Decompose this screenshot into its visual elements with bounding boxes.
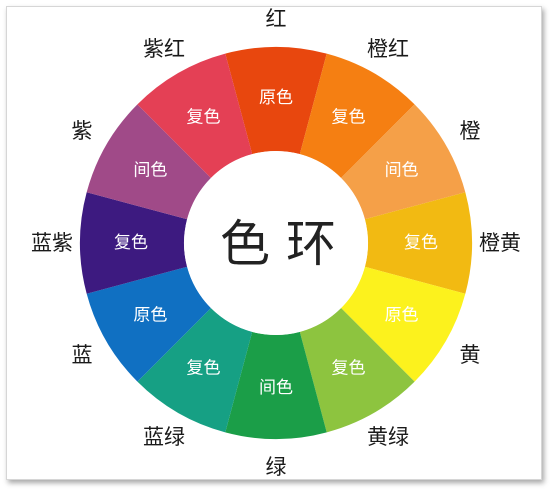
segment-color-name: 黄绿 [367, 425, 409, 449]
segment-color-name: 蓝绿 [143, 425, 185, 449]
wheel-segment [137, 53, 253, 178]
segment-color-name: 橙 [459, 119, 480, 143]
wheel-segment [225, 331, 327, 439]
wheel-segment [299, 53, 415, 178]
segment-type-label: 复色 [114, 233, 148, 253]
wheel-segment [299, 308, 415, 433]
segment-type-label: 间色 [133, 161, 167, 181]
wheel-segment [364, 192, 472, 294]
wheel-title: 色 环 [220, 215, 336, 273]
segment-type-label: 复色 [332, 359, 366, 379]
segment-type-label: 原色 [259, 88, 293, 108]
wheel-center [184, 151, 368, 335]
wheel-segment [341, 266, 466, 382]
segment-type-label: 复色 [404, 233, 438, 253]
segment-color-name: 黄 [459, 343, 480, 367]
segment-color-name: 蓝紫 [31, 231, 73, 255]
segment-type-label: 间色 [385, 161, 419, 181]
segment-type-label: 原色 [133, 306, 167, 326]
segment-color-name: 蓝 [72, 343, 93, 367]
wheel-segment [225, 47, 327, 155]
segment-color-name: 橙黄 [479, 231, 521, 255]
wheel-segment [86, 104, 211, 220]
segment-type-label: 复色 [332, 107, 366, 127]
segment-type-label: 原色 [385, 306, 419, 326]
segment-color-name: 橙红 [367, 37, 409, 61]
segment-type-label: 间色 [259, 378, 293, 398]
wheel-segment [86, 266, 211, 382]
segment-color-name: 紫 [72, 119, 93, 143]
segment-type-label: 复色 [187, 359, 221, 379]
wheel-segment [79, 192, 188, 294]
wheel-segment [341, 104, 466, 220]
segment-color-name: 绿 [266, 455, 287, 479]
segment-type-label: 复色 [187, 107, 221, 127]
segment-color-name: 红 [266, 7, 287, 31]
wheel-segment [137, 308, 253, 433]
segment-color-name: 紫红 [143, 37, 185, 61]
